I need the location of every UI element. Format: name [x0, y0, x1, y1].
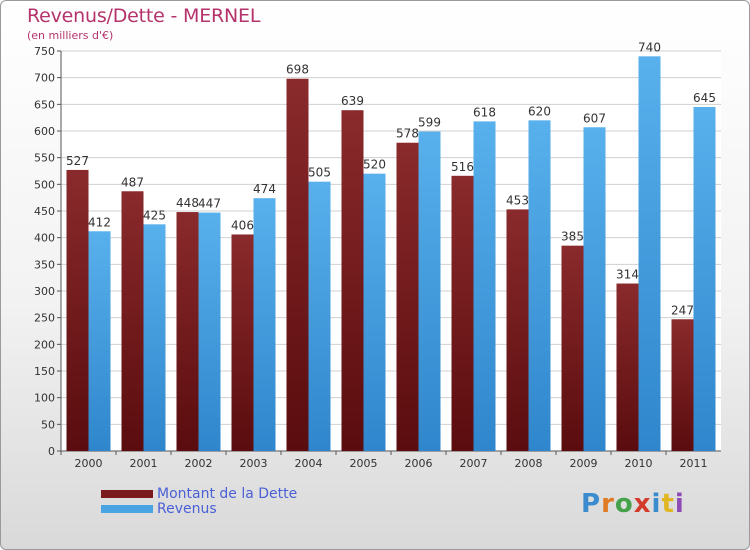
y-tick-label: 150	[34, 365, 55, 378]
bar-dette	[231, 234, 254, 451]
bar-revenus	[88, 231, 111, 451]
x-tick-label: 2004	[295, 457, 323, 470]
data-label-revenus: 520	[363, 158, 386, 172]
y-tick-label: 650	[34, 98, 55, 111]
legend-label-revenus: Revenus	[157, 501, 217, 517]
y-tick-label: 100	[34, 392, 55, 405]
y-tick-label: 550	[34, 152, 55, 165]
data-label-revenus: 599	[418, 116, 441, 130]
y-tick-label: 700	[34, 72, 55, 85]
bar-revenus	[143, 224, 166, 451]
data-label-dette: 247	[671, 303, 694, 317]
x-tick-label: 2008	[515, 457, 543, 470]
bar-dette	[121, 191, 144, 451]
x-tick-label: 2003	[240, 457, 268, 470]
data-label-dette: 578	[396, 127, 419, 141]
data-label-dette: 385	[561, 230, 584, 244]
chart-title: Revenus/Dette - MERNEL	[27, 5, 261, 27]
bar-revenus	[473, 121, 496, 452]
bar-revenus	[418, 131, 441, 452]
legend-swatch-dette	[101, 490, 153, 498]
x-tick-label: 2002	[185, 457, 213, 470]
bar-dette	[451, 175, 474, 452]
x-tick-label: 2010	[625, 457, 653, 470]
bar-dette	[396, 142, 419, 451]
data-label-dette: 314	[616, 268, 639, 282]
y-tick-label: 500	[34, 178, 55, 191]
x-tick-label: 2006	[405, 457, 433, 470]
legend-swatch-revenus	[101, 505, 153, 513]
bar-revenus	[308, 181, 331, 451]
bar-dette	[66, 169, 89, 451]
bar-dette	[671, 319, 694, 451]
bar-dette	[506, 209, 529, 451]
data-label-dette: 406	[231, 218, 254, 232]
x-tick-label: 2009	[570, 457, 598, 470]
y-tick-label: 50	[41, 418, 55, 431]
bar-dette	[616, 283, 639, 451]
y-tick-label: 300	[34, 285, 55, 298]
data-label-revenus: 425	[143, 208, 166, 222]
bar-dette	[176, 212, 199, 451]
bar-revenus	[363, 173, 386, 451]
y-tick-label: 0	[48, 445, 55, 458]
x-tick-label: 2007	[460, 457, 488, 470]
bar-revenus	[693, 107, 716, 451]
bar-dette	[341, 110, 364, 451]
data-label-dette: 698	[286, 63, 309, 77]
bar-dette	[561, 245, 584, 451]
bar-revenus	[638, 56, 661, 451]
x-tick-label: 2000	[75, 457, 103, 470]
x-tick-label: 2001	[130, 457, 158, 470]
y-tick-label: 250	[34, 312, 55, 325]
x-tick-label: 2011	[680, 457, 708, 470]
bar-revenus	[528, 120, 551, 451]
data-label-dette: 448	[176, 196, 199, 210]
data-label-dette: 639	[341, 94, 364, 108]
data-label-revenus: 607	[583, 111, 606, 125]
bar-revenus	[198, 212, 221, 451]
chart-subtitle: (en milliers d'€)	[27, 29, 114, 42]
data-label-revenus: 620	[528, 104, 551, 118]
data-label-dette: 516	[451, 160, 474, 174]
legend-label-dette: Montant de la Dette	[157, 486, 298, 502]
bar-revenus	[583, 127, 606, 452]
data-label-dette: 527	[66, 154, 89, 168]
y-tick-label: 450	[34, 205, 55, 218]
plot-area	[61, 51, 721, 451]
data-label-revenus: 618	[473, 105, 496, 119]
y-tick-label: 750	[34, 45, 55, 58]
proxiti-logo: Proxiti	[581, 489, 685, 519]
data-label-revenus: 645	[693, 91, 716, 105]
bar-dette	[286, 78, 309, 451]
data-label-revenus: 474	[253, 182, 276, 196]
data-label-revenus: 505	[308, 166, 331, 180]
y-tick-label: 600	[34, 125, 55, 138]
data-label-revenus: 412	[88, 215, 111, 229]
data-label-revenus: 740	[638, 40, 661, 54]
data-label-dette: 487	[121, 175, 144, 189]
data-label-revenus: 447	[198, 197, 221, 211]
y-tick-label: 200	[34, 338, 55, 351]
x-tick-label: 2005	[350, 457, 378, 470]
bar-revenus	[253, 198, 276, 451]
y-tick-label: 400	[34, 232, 55, 245]
data-label-dette: 453	[506, 193, 529, 207]
y-tick-label: 350	[34, 258, 55, 271]
